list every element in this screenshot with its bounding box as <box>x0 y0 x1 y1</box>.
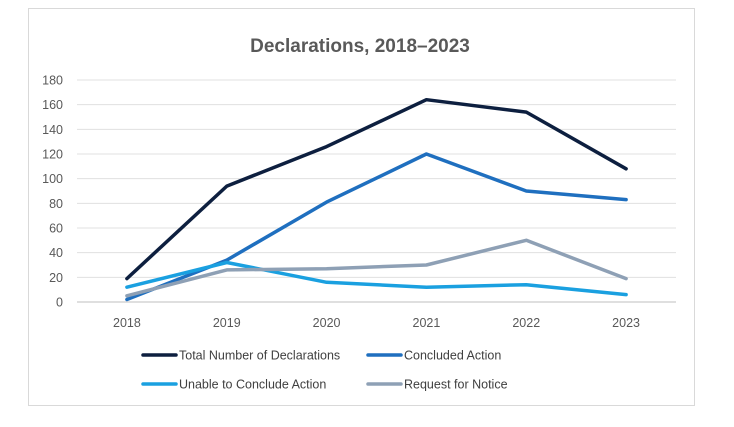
x-axis-ticks: 2018 2019 2020 2021 2022 2023 <box>113 316 640 330</box>
chart-frame <box>28 8 695 406</box>
x-tick-label: 2021 <box>413 316 441 330</box>
x-tick-label: 2018 <box>113 316 141 330</box>
y-tick-label: 80 <box>49 197 63 211</box>
series-line-0 <box>125 97 628 281</box>
series-lines <box>125 97 628 302</box>
chart-title: Declarations, 2018–2023 <box>250 36 470 57</box>
x-tick-label: 2020 <box>313 316 341 330</box>
legend-label-1: Concluded Action <box>404 349 501 363</box>
legend-label-0: Total Number of Declarations <box>179 349 340 363</box>
x-tick-label: 2023 <box>612 316 640 330</box>
legend-label-2: Unable to Conclude Action <box>179 378 326 392</box>
legend: Total Number of Declarations Concluded Ac… <box>141 349 508 392</box>
y-axis-ticks: 0 20 40 60 80 100 120 140 160 180 <box>42 74 63 310</box>
gridlines <box>77 79 676 303</box>
y-tick-label: 120 <box>42 148 63 162</box>
series-line-2 <box>125 260 628 297</box>
y-tick-label: 180 <box>42 74 63 88</box>
y-tick-label: 60 <box>49 222 63 236</box>
y-tick-label: 20 <box>49 271 63 285</box>
legend-label-3: Request for Notice <box>404 378 508 392</box>
series-line-3 <box>125 238 628 298</box>
y-tick-label: 160 <box>42 98 63 112</box>
y-tick-label: 100 <box>42 172 63 186</box>
x-tick-label: 2022 <box>512 316 540 330</box>
y-tick-label: 40 <box>49 246 63 260</box>
y-tick-label: 0 <box>56 296 63 310</box>
y-tick-label: 140 <box>42 123 63 137</box>
x-tick-label: 2019 <box>213 316 241 330</box>
